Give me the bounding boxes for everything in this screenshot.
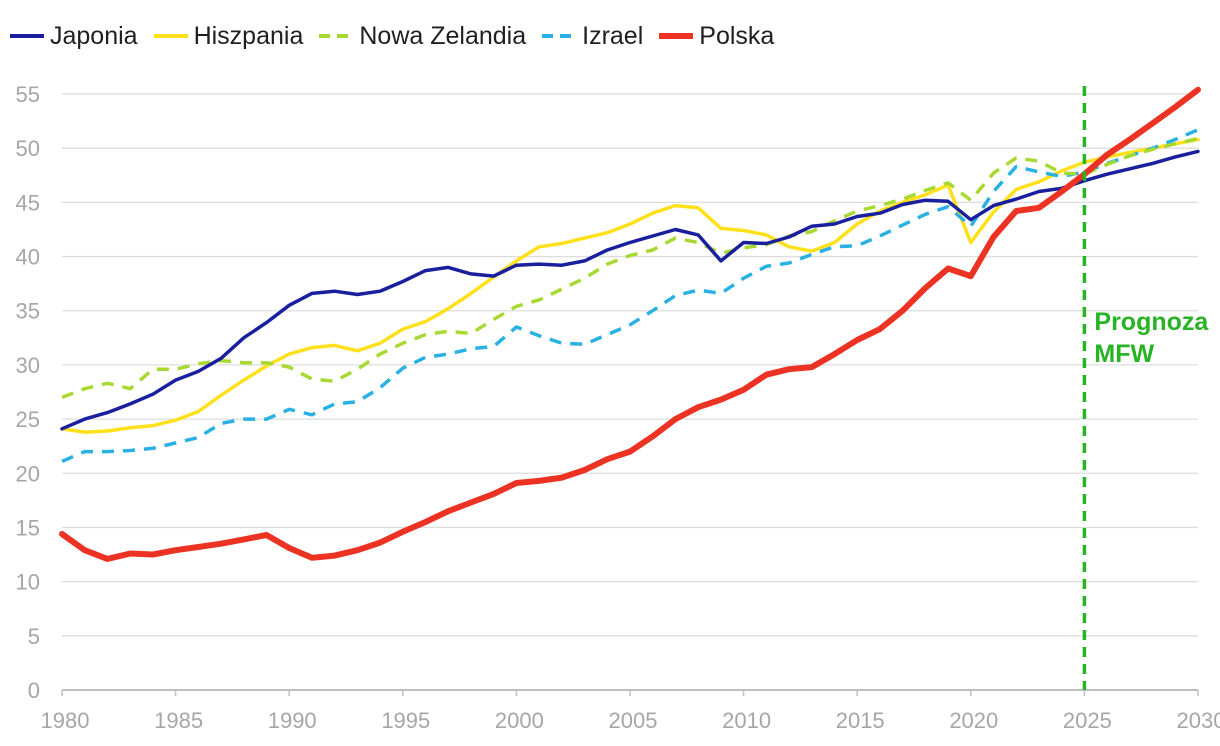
y-tick-label: 40 <box>16 245 40 270</box>
legend-swatch-japonia <box>10 34 44 38</box>
legend-item-japonia: Japonia <box>10 22 138 51</box>
legend-item-polska: Polska <box>659 22 774 51</box>
x-tick-label: 1990 <box>268 708 317 733</box>
legend: Japonia Hiszpania Nowa Zelandia Izrael Polsk… <box>10 18 790 54</box>
y-tick-label: 5 <box>28 624 40 649</box>
x-axis: 1980 1985 1990 1995 2000 2005 2010 2015 2020 2025… <box>41 690 1220 733</box>
legend-item-hiszpania: Hiszpania <box>153 21 304 51</box>
x-tick-label: 2000 <box>495 708 544 733</box>
y-tick-label: 10 <box>16 570 40 595</box>
forecast-label-line1: Prognoza <box>1094 308 1209 336</box>
legend-item-nowa-zelandia: Nowa Zelandia <box>319 22 526 51</box>
x-tick-label: 2030 <box>1177 708 1220 733</box>
y-tick-label: 50 <box>16 136 40 161</box>
legend-item-izrael: Izrael <box>542 22 643 51</box>
y-tick-label: 35 <box>16 299 40 324</box>
y-tick-label: 0 <box>28 678 40 703</box>
legend-swatch-polska <box>659 33 694 39</box>
legend-swatch-nowa-zelandia <box>319 34 354 38</box>
x-tick-label: 2025 <box>1063 708 1112 733</box>
legend-label: Izrael <box>582 21 644 50</box>
series-line-izrael <box>61 128 1199 464</box>
y-axis: 0 5 10 15 20 25 30 35 40 45 50 55 <box>16 82 40 703</box>
y-tick-label: 15 <box>16 515 40 540</box>
legend-label: Japonia <box>50 21 138 50</box>
legend-label: Hiszpania <box>193 21 304 50</box>
series-line-nowa-zelandia <box>61 136 1199 400</box>
y-tick-label: 30 <box>16 353 40 378</box>
x-tick-label: 2010 <box>722 708 771 733</box>
series-line-polska <box>59 86 1201 562</box>
legend-label: Nowa Zelandia <box>359 21 527 50</box>
series-lines <box>59 86 1201 562</box>
legend-swatch-hiszpania <box>153 34 188 38</box>
y-tick-label: 20 <box>16 461 40 486</box>
series-line-japonia <box>60 149 1200 431</box>
series-line-hiszpania <box>60 137 1200 434</box>
x-tick-label: 2005 <box>609 708 658 733</box>
x-tick-label: 1995 <box>381 708 430 733</box>
grid <box>62 93 1198 691</box>
y-tick-label: 55 <box>16 82 40 107</box>
x-tick-label: 1980 <box>41 708 90 733</box>
x-tick-label: 2015 <box>836 708 885 733</box>
x-tick-label: 1985 <box>154 708 203 733</box>
y-tick-label: 25 <box>16 407 40 432</box>
x-tick-label: 2020 <box>949 708 998 733</box>
y-tick-label: 45 <box>16 190 40 215</box>
legend-label: Polska <box>699 21 775 50</box>
legend-swatch-izrael <box>542 34 577 38</box>
forecast-annotation: Prognoza MFW <box>1082 86 1209 690</box>
forecast-label-line2: MFW <box>1094 340 1154 368</box>
